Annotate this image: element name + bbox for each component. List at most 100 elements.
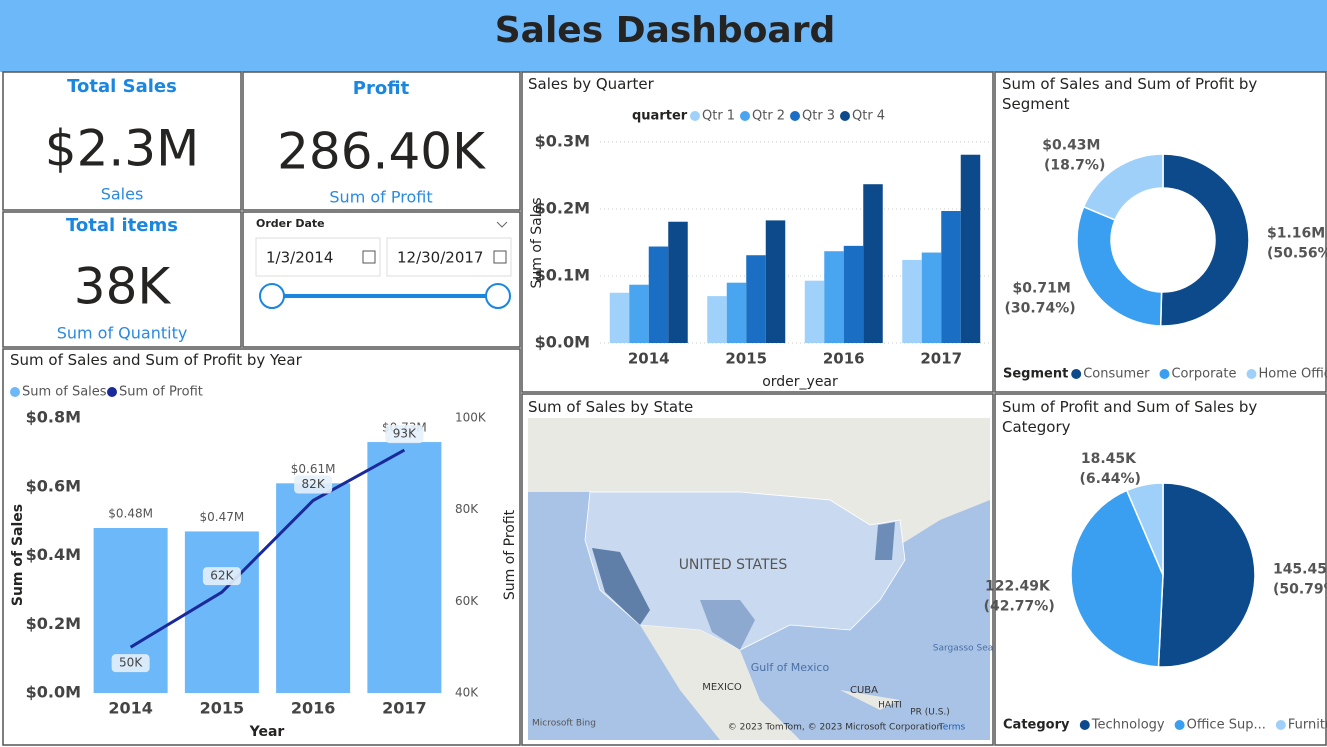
bar — [921, 252, 942, 343]
bar — [726, 282, 747, 343]
map-label: CUBA — [850, 685, 878, 696]
map-label: HAITI — [878, 701, 902, 711]
panel-title: Sales by Quarter — [528, 75, 654, 93]
bar — [276, 483, 351, 693]
legend-label: Home Office — [1258, 367, 1327, 382]
legend-title: Segment — [1003, 367, 1068, 382]
y2-tick-label: 100K — [455, 411, 487, 425]
panel-title: Sum of Sales by State — [528, 398, 694, 416]
slicer-title: Order Date — [256, 217, 325, 230]
map-label: UNITED STATES — [679, 557, 788, 573]
legend-label: Furniture — [1288, 718, 1327, 733]
legend-label: Qtr 2 — [752, 109, 785, 124]
map-label: Gulf of Mexico — [751, 661, 830, 674]
legend-label: Qtr 1 — [702, 109, 735, 124]
y-tick-label: $0.4M — [26, 545, 81, 564]
y-tick-label: $0.3M — [535, 132, 590, 151]
map-label: Terms — [938, 723, 966, 733]
data-label: 62K — [210, 569, 234, 583]
map-label: PR (U.S.) — [910, 708, 950, 718]
card-value: 38K — [74, 258, 172, 316]
card-value: 286.40K — [277, 123, 486, 181]
y-tick-label: $0.2M — [26, 614, 81, 633]
y2-axis-title: Sum of Profit — [502, 509, 518, 600]
legend-marker — [840, 111, 850, 121]
bar — [765, 220, 786, 343]
panel-title: Sum of Sales and Sum of Profit by Segmen… — [1002, 75, 1258, 113]
date-input[interactable] — [386, 237, 512, 277]
bar — [609, 292, 630, 343]
y2-tick-label: 60K — [455, 594, 479, 608]
card-value: $2.3M — [45, 120, 199, 178]
legend-label: Sum of Sales — [22, 385, 107, 400]
data-label: 145.45K (50.79%) — [1273, 562, 1327, 598]
y-tick-label: $0.2M — [535, 199, 590, 218]
legend-label: Qtr 3 — [802, 109, 835, 124]
bar — [184, 531, 259, 693]
data-label-box — [294, 475, 333, 494]
y-tick-label: $0.0M — [26, 683, 81, 702]
card-title: Profit — [353, 78, 410, 99]
y-axis-title: Sum of Sales — [529, 197, 545, 288]
bar — [902, 259, 922, 343]
bar — [863, 184, 883, 343]
x-tick-label: 2015 — [725, 350, 767, 368]
y-tick-label: $0.6M — [26, 476, 81, 495]
legend-label: Corporate — [1171, 367, 1236, 382]
slider-handle[interactable] — [485, 283, 511, 309]
y2-tick-label: 80K — [455, 502, 479, 516]
bar — [804, 280, 825, 343]
bar — [629, 284, 649, 343]
calendar-icon[interactable] — [362, 250, 376, 264]
data-label: $0.48M — [108, 507, 153, 521]
card-label: Sum of Quantity — [57, 324, 188, 343]
slice — [1125, 482, 1164, 576]
legend-marker — [1071, 369, 1082, 379]
legend-label: Technology — [1091, 718, 1165, 733]
calendar-icon[interactable] — [493, 250, 507, 264]
bar — [746, 255, 766, 343]
bar — [367, 442, 442, 693]
bar — [668, 221, 688, 343]
map-label: © 2023 TomTom, © 2023 Microsoft Corporat… — [728, 723, 942, 733]
slider-handle[interactable] — [259, 283, 285, 309]
start-date: 1/3/2014 — [266, 249, 333, 267]
map-label: Sargasso Sea — [933, 644, 994, 654]
data-label: $0.43M (18.7%) — [1042, 137, 1105, 173]
x-tick-label: 2016 — [291, 699, 336, 718]
legend-marker — [1159, 369, 1170, 379]
panel-title: Sum of Profit and Sum of Sales by Catego… — [1002, 398, 1258, 436]
legend-label: Consumer — [1083, 367, 1150, 382]
map — [528, 418, 990, 740]
bar — [843, 245, 864, 343]
legend-marker — [107, 387, 117, 397]
page-title: Sales Dashboard — [495, 10, 836, 51]
y-axis-title: Sum of Sales — [10, 504, 26, 606]
map-label: Microsoft Bing — [532, 719, 596, 729]
legend-marker — [1246, 369, 1257, 379]
slicer-chevron[interactable] — [496, 221, 508, 228]
data-label: 18.45K (6.44%) — [1080, 451, 1141, 487]
data-label-box — [385, 425, 424, 444]
y-tick-label: $0.8M — [26, 408, 81, 427]
data-label: 93K — [393, 427, 417, 441]
bar — [707, 296, 727, 343]
x-tick-label: 2016 — [823, 350, 865, 368]
legend-label: Office Sup... — [1187, 718, 1266, 733]
data-label: $1.16M (50.56%) — [1267, 225, 1327, 261]
y-tick-label: $0.1M — [535, 266, 590, 285]
data-label-box — [111, 654, 150, 673]
data-label: $0.47M — [200, 510, 245, 524]
y-tick-label: $0.0M — [535, 333, 590, 352]
data-label: $0.71M (30.74%) — [1005, 280, 1076, 316]
slice — [1157, 482, 1256, 668]
x-axis-title: order_year — [762, 374, 838, 390]
bar — [648, 246, 669, 343]
line — [129, 448, 406, 649]
data-label: 50K — [119, 656, 143, 670]
date-input[interactable] — [255, 237, 381, 277]
bar — [960, 154, 981, 343]
legend-marker — [1174, 720, 1185, 730]
